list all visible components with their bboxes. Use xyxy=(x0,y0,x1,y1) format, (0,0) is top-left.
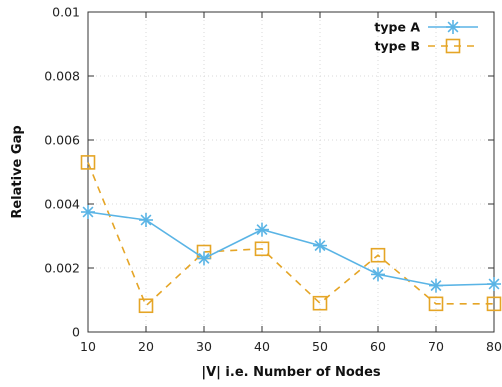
x-axis-title: |V| i.e. Number of Nodes xyxy=(201,365,381,380)
x-tick-label: 70 xyxy=(428,339,444,354)
y-tick-label: 0.004 xyxy=(44,197,80,212)
axes: 10 20 30 40 50 60 70 80 0 0.002 0.004 0.006 0.008 0.0… xyxy=(44,5,502,355)
plot-frame xyxy=(87,11,495,333)
y-tick-label: 0 xyxy=(72,325,80,340)
series-layer xyxy=(80,155,502,314)
x-tick-label: 30 xyxy=(196,339,212,354)
marker-stroke xyxy=(372,268,384,280)
marker-stroke xyxy=(140,214,152,226)
legend-label: type A xyxy=(374,20,420,35)
marker-stroke xyxy=(447,21,459,33)
legend-marker xyxy=(446,20,460,34)
marker-stroke xyxy=(430,280,442,292)
x-tick-label: 40 xyxy=(254,339,270,354)
marker-stroke xyxy=(314,240,326,252)
data-point-type-a xyxy=(487,277,501,291)
data-point-type-b xyxy=(428,296,444,312)
data-point-type-a xyxy=(371,267,385,282)
data-point-type-a xyxy=(81,205,95,219)
legend-label: type B xyxy=(375,39,420,54)
data-point-type-a xyxy=(197,251,211,266)
data-point-type-a xyxy=(313,238,327,253)
y-tick-label: 0.008 xyxy=(44,69,80,84)
marker-stroke xyxy=(256,224,268,236)
data-point-type-a xyxy=(429,278,443,293)
x-tick-label: 80 xyxy=(486,339,502,354)
data-point-type-a xyxy=(139,213,153,227)
data-point-type-b xyxy=(312,295,328,311)
grid xyxy=(88,12,494,332)
legend: type A type B xyxy=(374,20,478,54)
x-tick-label: 50 xyxy=(312,339,328,354)
y-tick-label: 0.002 xyxy=(44,261,80,276)
data-point-type-a xyxy=(255,222,269,237)
x-tick-label: 10 xyxy=(80,339,96,354)
series-line-type-a xyxy=(87,211,495,287)
x-tick-label: 20 xyxy=(138,339,154,354)
y-axis-title: Relative Gap xyxy=(10,125,25,218)
data-point-type-b xyxy=(80,155,96,170)
data-point-type-b xyxy=(138,298,154,314)
data-point-type-b xyxy=(254,241,270,257)
series-line-type-b xyxy=(87,162,494,308)
data-point-type-b xyxy=(370,247,386,263)
marker-stroke xyxy=(488,278,500,290)
marker-stroke xyxy=(198,252,210,264)
x-tick-label: 60 xyxy=(370,339,386,354)
marker-stroke xyxy=(82,206,94,218)
y-tick-label: 0.01 xyxy=(52,5,80,20)
legend-marker xyxy=(445,38,461,54)
data-point-type-b xyxy=(486,296,502,312)
y-tick-label: 0.006 xyxy=(44,133,80,148)
